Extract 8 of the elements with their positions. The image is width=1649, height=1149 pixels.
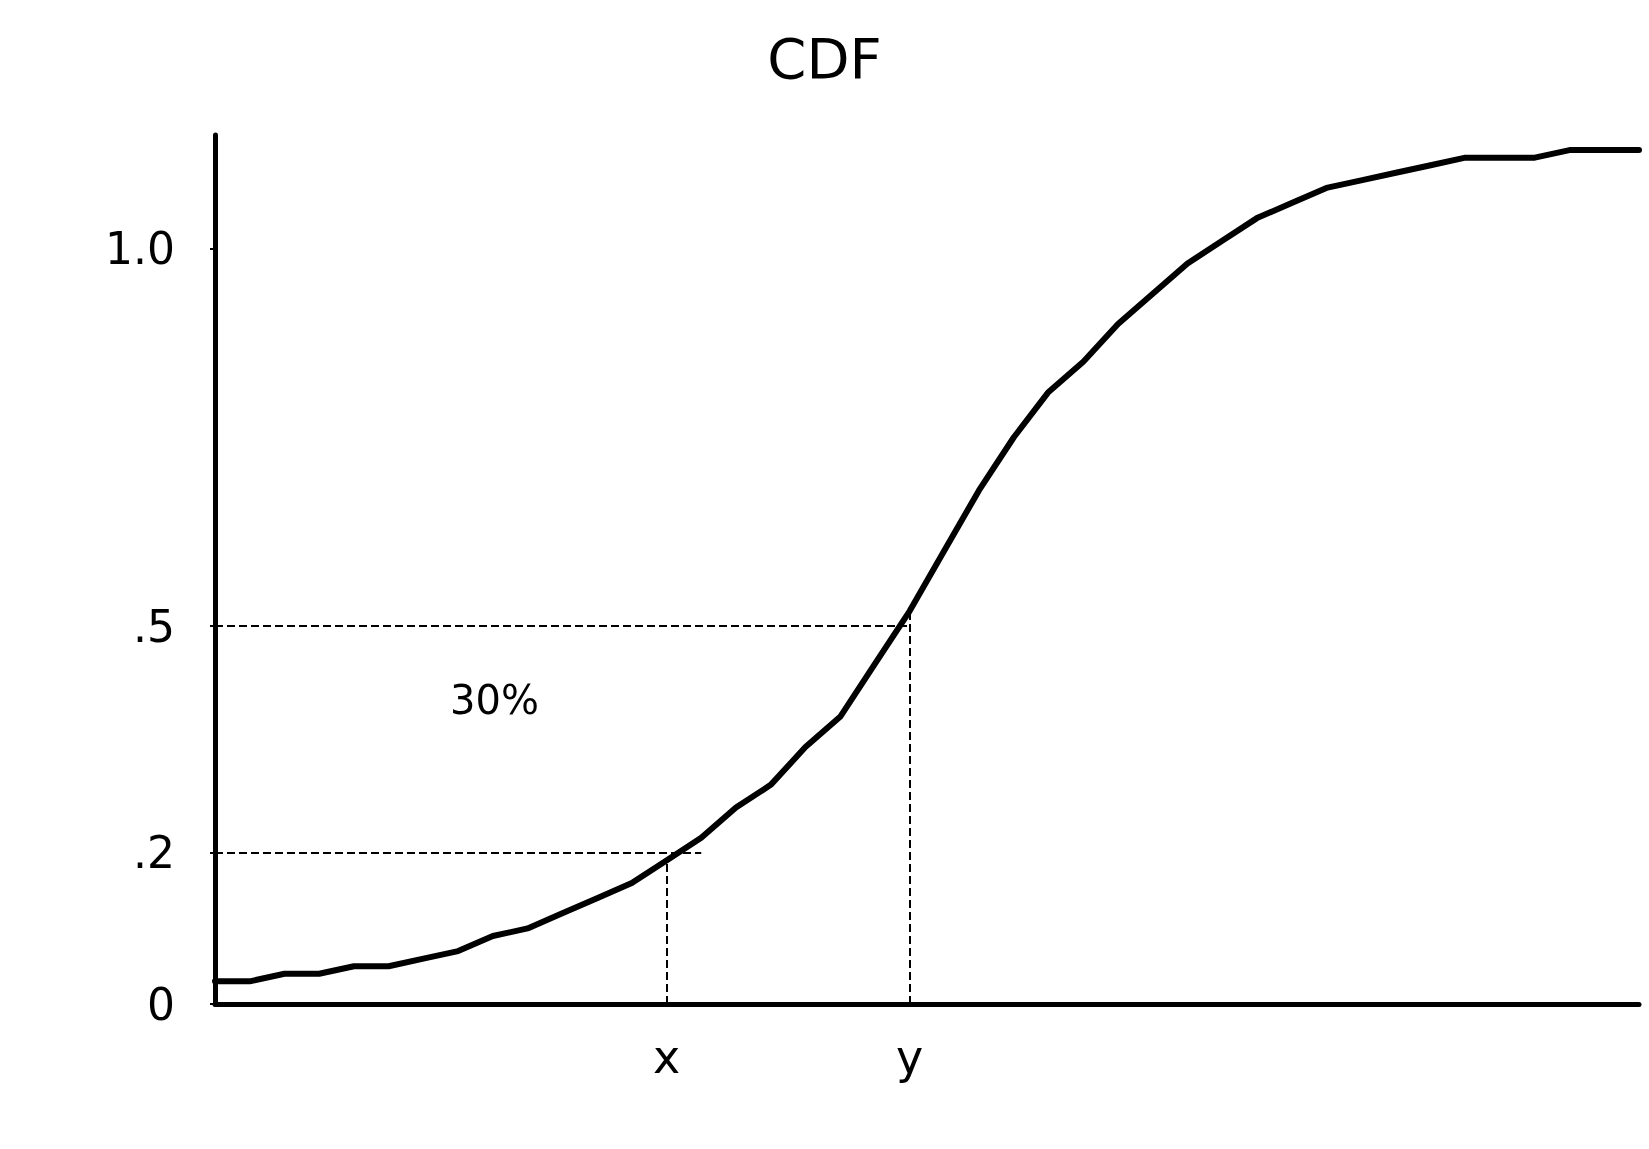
x-tick-label: x [652, 1030, 681, 1084]
y-tick-label: .2 [133, 827, 175, 879]
y-tick-label: 1.0 [105, 222, 175, 274]
y-tick-label: 0 [147, 978, 175, 1030]
x-tick-label: y [896, 1030, 924, 1084]
chart-title: CDF [767, 25, 882, 91]
y-tick-label: .5 [133, 600, 175, 652]
annotation: 30% [450, 677, 539, 723]
